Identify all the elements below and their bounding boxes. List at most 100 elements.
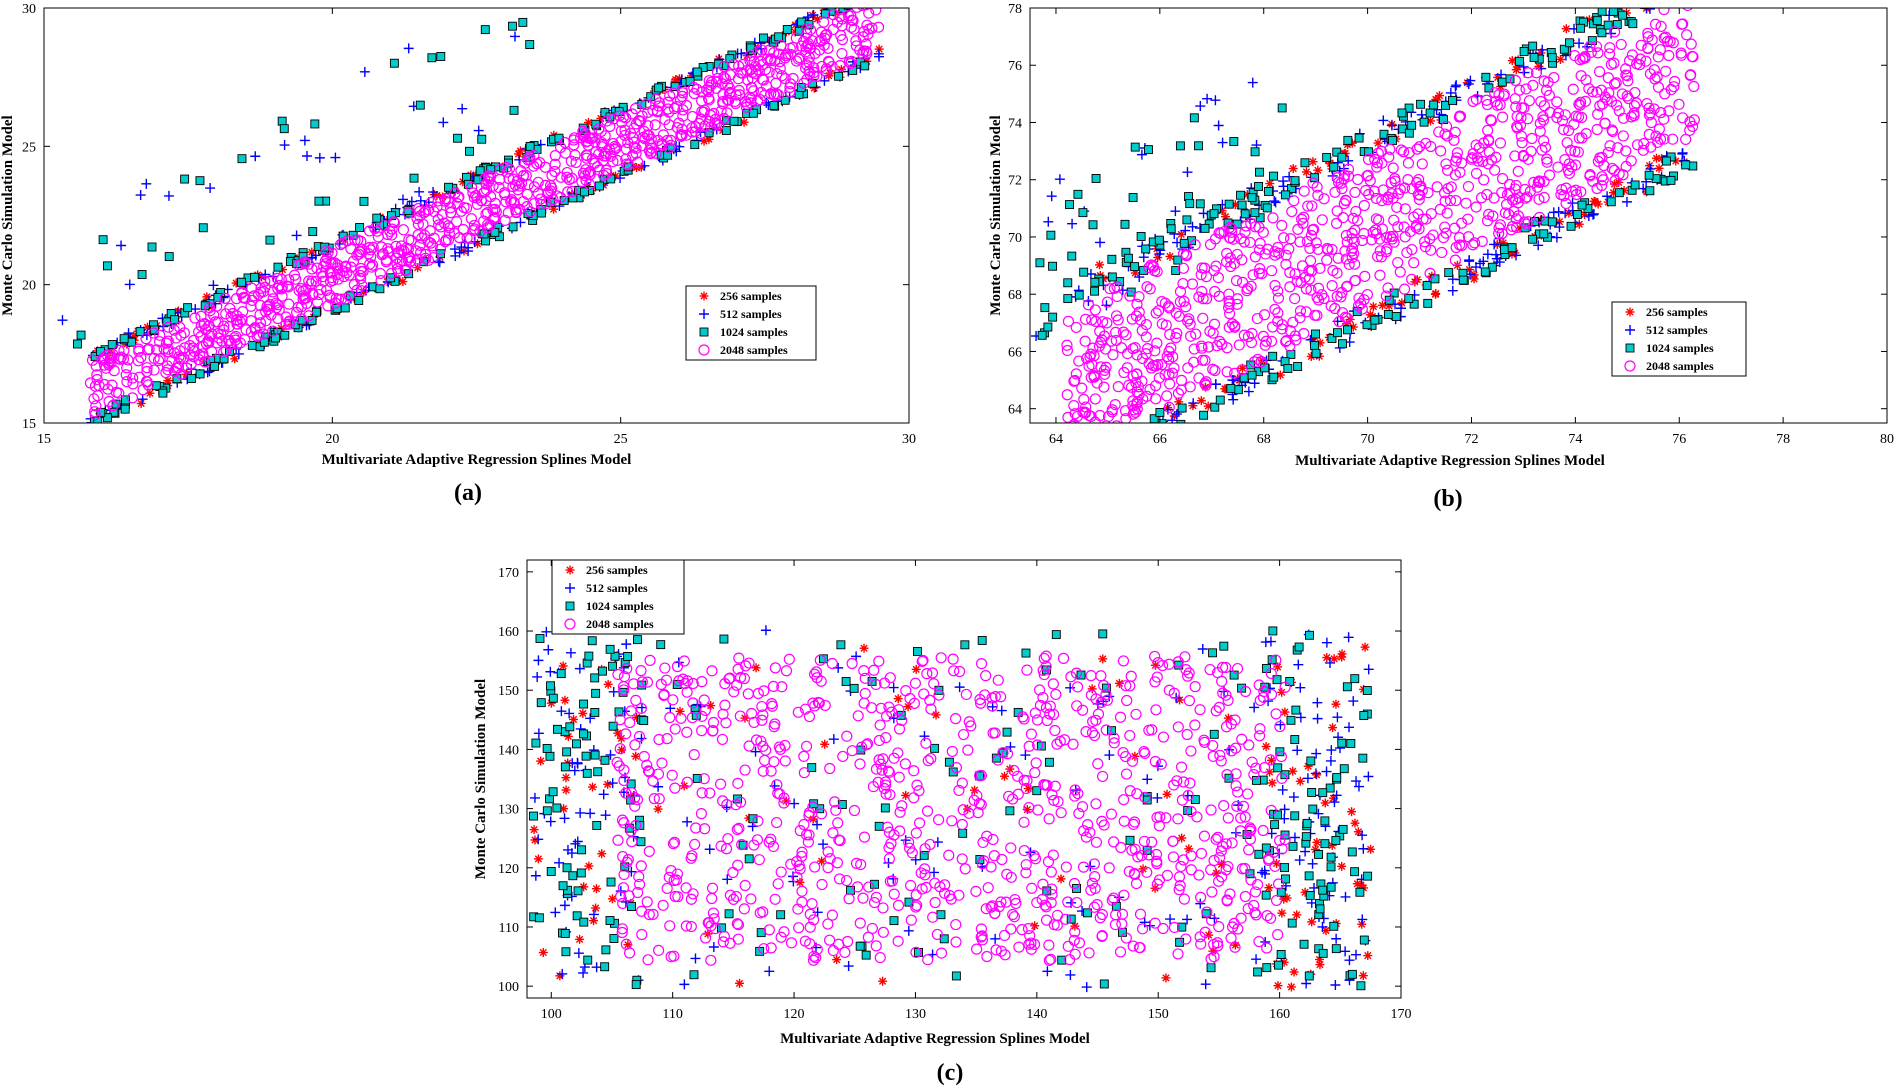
data-point-square xyxy=(698,63,708,72)
data-point-circle xyxy=(1658,113,1670,125)
data-point-circle xyxy=(1276,219,1288,231)
data-point-square xyxy=(1644,170,1654,180)
data-point-square xyxy=(1326,882,1336,892)
data-point-circle xyxy=(793,922,805,934)
data-point-circle xyxy=(1005,923,1017,935)
data-point-asterisk xyxy=(1065,452,1074,461)
data-point-circle xyxy=(1221,769,1233,781)
data-point-circle xyxy=(1078,425,1088,435)
data-point-square xyxy=(1210,402,1220,412)
data-point-circle xyxy=(731,679,743,691)
data-point-plus xyxy=(900,835,911,846)
data-point-circle xyxy=(1195,269,1207,281)
data-point-circle xyxy=(614,714,626,726)
data-point-circle xyxy=(160,366,172,379)
data-point-circle xyxy=(644,138,657,150)
data-point-square xyxy=(1307,787,1317,797)
data-point-circle xyxy=(1289,292,1301,305)
data-point-circle xyxy=(785,937,798,949)
data-point-circle xyxy=(596,136,608,149)
data-point-circle xyxy=(1340,229,1352,242)
data-point-circle xyxy=(1673,98,1685,110)
data-point-circle xyxy=(1266,265,1278,277)
data-point-circle xyxy=(1613,168,1625,180)
data-point-plus xyxy=(607,778,618,789)
data-point-circle xyxy=(893,723,906,735)
data-point-plus xyxy=(1046,191,1057,202)
data-point-circle xyxy=(1424,267,1436,279)
data-point-circle xyxy=(1258,761,1271,774)
data-point-plus xyxy=(1482,249,1493,260)
data-point-circle xyxy=(1380,290,1392,302)
data-point-circle xyxy=(465,213,478,225)
data-point-circle xyxy=(1230,780,1242,792)
data-point-circle xyxy=(732,919,745,931)
data-point-circle xyxy=(1314,262,1326,274)
data-point-circle xyxy=(736,839,748,851)
data-point-circle xyxy=(681,726,693,738)
data-point-square xyxy=(623,652,633,661)
data-point-square xyxy=(1254,181,1263,191)
data-point-square xyxy=(1422,281,1432,291)
data-point-circle xyxy=(1193,869,1205,881)
data-point-square xyxy=(158,388,168,398)
data-point-circle xyxy=(1548,71,1560,84)
data-point-asterisk xyxy=(845,0,854,4)
data-point-circle xyxy=(353,245,365,258)
data-point-circle xyxy=(1312,282,1325,294)
data-point-circle xyxy=(1160,812,1172,824)
data-point-square xyxy=(593,767,603,777)
data-point-plus xyxy=(1289,832,1300,843)
data-point-plus xyxy=(1202,93,1213,104)
data-point-circle xyxy=(681,686,693,698)
data-point-circle xyxy=(1205,953,1217,965)
data-point-circle xyxy=(549,158,561,170)
data-point-plus xyxy=(1142,774,1153,785)
data-point-circle xyxy=(1110,909,1122,921)
data-point-circle xyxy=(1279,833,1291,846)
data-point-square xyxy=(120,404,130,414)
data-point-circle xyxy=(1163,302,1176,314)
data-point-circle xyxy=(1368,185,1380,197)
y-tick-label: 160 xyxy=(498,625,519,640)
data-point-square xyxy=(195,369,205,379)
y-tick-label: 15 xyxy=(22,417,36,432)
data-point-plus xyxy=(116,240,127,251)
data-point-circle xyxy=(1108,282,1121,295)
data-point-circle xyxy=(1095,670,1107,682)
data-point-circle xyxy=(635,665,647,677)
data-point-circle xyxy=(1189,681,1201,693)
data-point-circle xyxy=(1149,265,1161,277)
data-point-circle xyxy=(1079,313,1092,325)
data-point-circle xyxy=(612,668,624,681)
data-point-asterisk xyxy=(1337,649,1347,659)
data-point-square xyxy=(561,947,571,957)
data-point-square xyxy=(1262,963,1272,973)
data-point-circle xyxy=(657,899,669,911)
panel-b-plot-frame xyxy=(1029,7,1888,424)
data-point-circle xyxy=(1650,130,1662,142)
data-point-square xyxy=(663,150,673,160)
data-point-circle xyxy=(996,853,1008,866)
data-point-circle xyxy=(1071,896,1083,909)
data-point-square xyxy=(633,635,642,645)
data-point-circle xyxy=(1131,298,1143,310)
data-point-square xyxy=(1280,863,1290,873)
data-point-square xyxy=(247,340,257,350)
data-point-circle xyxy=(1431,181,1443,193)
data-point-circle xyxy=(1437,231,1450,244)
data-point-square xyxy=(592,821,602,830)
data-point-circle xyxy=(769,662,781,674)
data-point-circle xyxy=(1534,125,1546,137)
data-point-circle xyxy=(1107,892,1120,904)
data-point-asterisk xyxy=(1286,982,1296,992)
data-point-circle xyxy=(931,928,943,941)
data-point-circle xyxy=(1637,144,1649,156)
data-point-circle xyxy=(715,840,727,852)
data-point-circle xyxy=(1399,203,1411,215)
data-point-square xyxy=(1630,180,1640,190)
data-point-circle xyxy=(737,58,749,71)
data-point-plus xyxy=(591,962,602,973)
data-point-circle xyxy=(1438,187,1451,199)
